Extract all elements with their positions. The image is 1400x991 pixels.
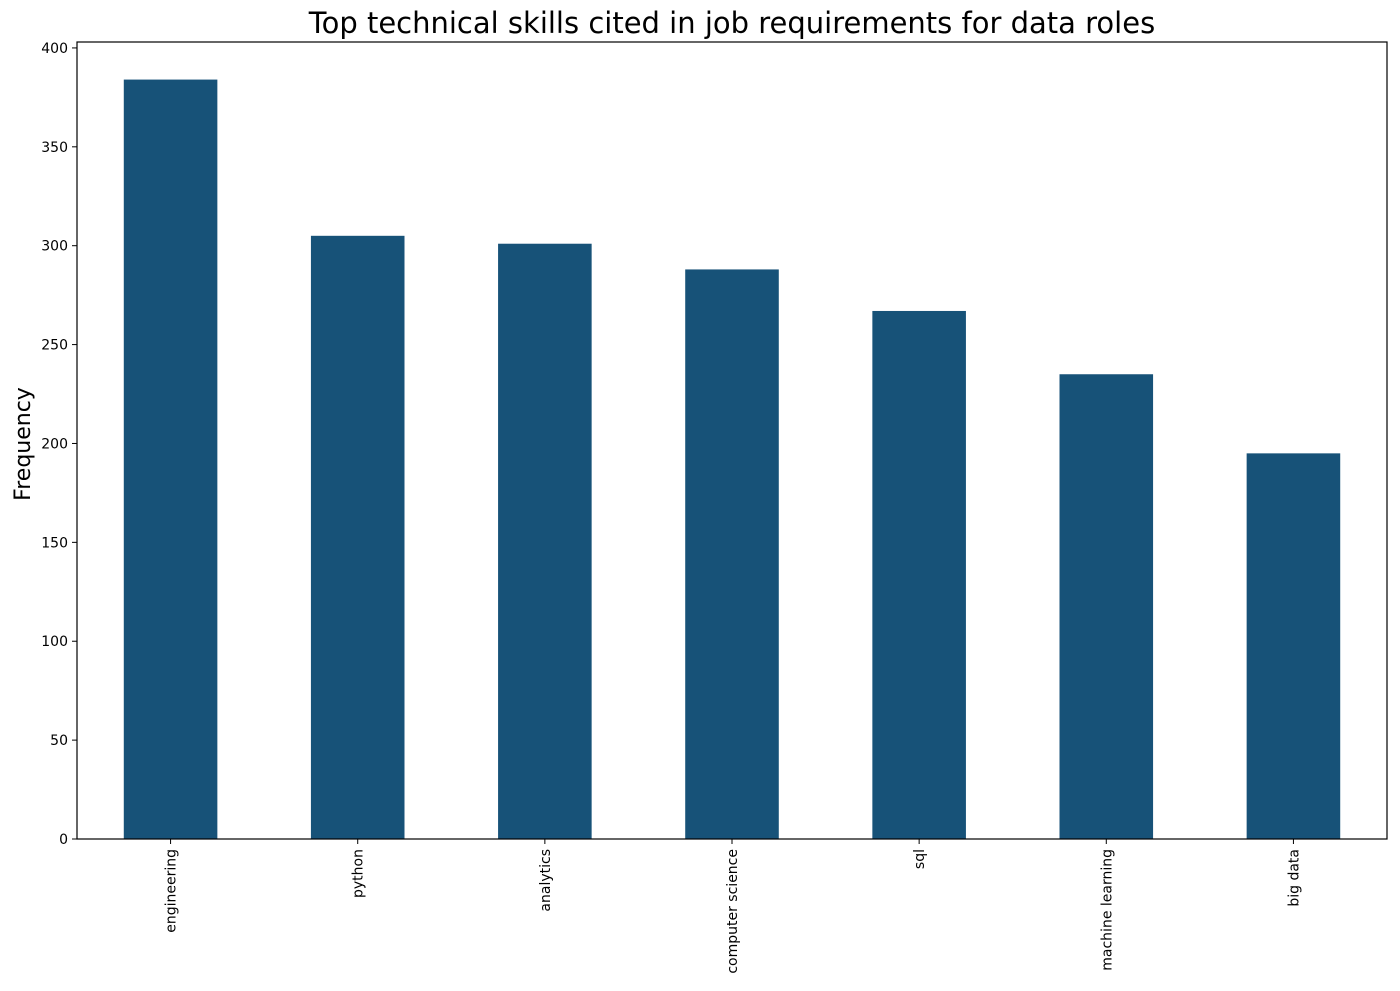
- bar-python: [310, 235, 405, 840]
- y-tick-label: 250: [41, 338, 68, 354]
- x-axis: engineering python analytics computer scien…: [164, 839, 1302, 974]
- bar-machine-learning: [1059, 374, 1154, 839]
- bar-sql: [872, 310, 966, 839]
- y-axis: 0 50 100 150 200 250 300 350 400: [41, 41, 77, 848]
- x-tick-label: sql: [912, 849, 928, 869]
- bar-big-data: [1246, 453, 1341, 839]
- y-tick-label: 300: [41, 239, 68, 255]
- chart-title: Top technical skills cited in job requir…: [308, 6, 1155, 40]
- y-tick-label: 200: [41, 436, 68, 452]
- bar-computer-science: [685, 269, 779, 839]
- y-tick-label: 150: [41, 535, 68, 551]
- y-tick-label: 0: [59, 832, 68, 848]
- x-tick-label: analytics: [538, 849, 554, 912]
- bar-analytics: [498, 243, 592, 839]
- plot-frame: [76, 41, 1388, 840]
- y-tick-label: 100: [41, 634, 68, 650]
- x-tick-label: engineering: [164, 849, 180, 933]
- y-tick-label: 350: [41, 140, 68, 156]
- x-tick-label: big data: [1286, 849, 1302, 907]
- y-tick-label: 50: [50, 733, 68, 749]
- y-axis-label: Frequency: [11, 387, 36, 501]
- bar-engineering: [123, 79, 218, 839]
- x-tick-label: machine learning: [1099, 849, 1115, 971]
- bars-group: [123, 79, 1341, 840]
- x-tick-label: computer science: [725, 849, 741, 974]
- x-tick-label: python: [351, 849, 367, 898]
- y-tick-label: 400: [41, 41, 68, 57]
